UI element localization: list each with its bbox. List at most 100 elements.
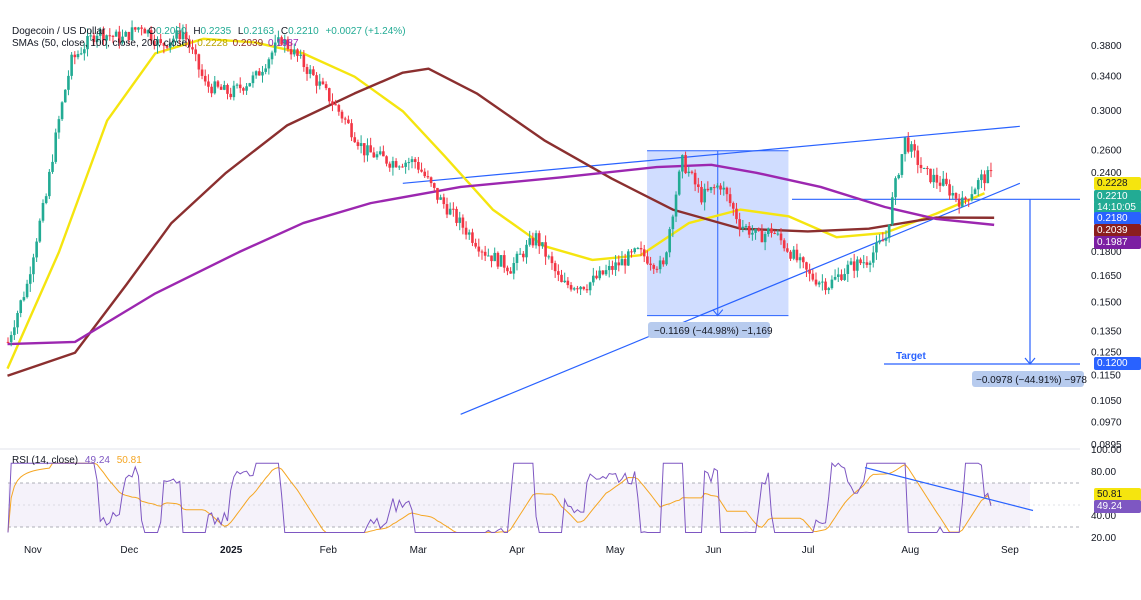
rsi-tick-label: 80.00 (1091, 467, 1116, 478)
candle-body (394, 161, 398, 168)
candle-body (569, 285, 573, 290)
candle-body (849, 261, 853, 265)
candle-body (302, 54, 306, 68)
candle-body (900, 154, 904, 175)
candle-body (563, 280, 566, 283)
candle-body (716, 185, 719, 188)
rsi-line (7, 462, 992, 534)
candle-body (630, 251, 633, 253)
candle-body (728, 194, 732, 204)
candle-body (76, 54, 80, 58)
candle-body (254, 71, 258, 76)
candle-body (560, 274, 563, 283)
candle-body (423, 171, 427, 177)
x-tick-label: Aug (901, 545, 919, 556)
candle-body (340, 111, 344, 119)
candle-body (420, 169, 423, 172)
y-tick-label: 0.0895 (1091, 440, 1122, 451)
candle-body (884, 237, 888, 241)
candle-body (334, 104, 337, 106)
candle-body (614, 262, 617, 270)
candle-body (216, 81, 220, 87)
candle-body (429, 177, 433, 184)
candle-body (967, 199, 970, 201)
candle-body (92, 35, 96, 42)
candle-body (458, 217, 462, 223)
measure-label-bg (648, 322, 770, 338)
candle-body (878, 240, 881, 243)
x-tick-label: Apr (509, 545, 525, 556)
symbol-legend: Dogecoin / US Dollar O0.2090 H0.2235 L0.… (12, 26, 406, 37)
candle-body (576, 288, 579, 290)
candle-body (945, 178, 948, 185)
candle-body (805, 262, 808, 270)
candle-body (337, 105, 341, 112)
candle-body (293, 49, 296, 55)
candle-body (95, 35, 99, 42)
measure-arrowhead (712, 309, 724, 317)
candle-body (496, 252, 500, 267)
candle-body (553, 263, 557, 272)
candle-body (598, 270, 601, 279)
candle-body (203, 75, 207, 82)
candle-body (359, 143, 363, 147)
candle-body (439, 197, 442, 200)
candle-body (401, 166, 404, 168)
candle-body (646, 256, 649, 264)
candle-body (868, 262, 872, 265)
x-tick-label: Dec (120, 545, 138, 556)
candle-body (836, 274, 840, 277)
candle-body (871, 252, 875, 263)
candle-body (258, 71, 261, 76)
candle-body (811, 273, 815, 280)
candle-body (19, 300, 23, 314)
candle-body (709, 187, 713, 191)
candle-body (286, 39, 290, 50)
candle-body (789, 251, 792, 259)
candle-body (366, 145, 369, 156)
candle-body (32, 257, 35, 275)
y-tick-label: 0.1050 (1091, 396, 1122, 407)
measure2-label: −0.0978 (−44.91%) −978 (976, 375, 1087, 386)
candle-body (976, 180, 980, 190)
candle-body (865, 262, 869, 265)
candle-body (665, 252, 668, 265)
candle-body (267, 59, 271, 69)
candle-body (735, 208, 738, 220)
candle-body (830, 279, 834, 289)
y-tick-label: 0.1800 (1091, 247, 1122, 258)
y-tick-label: 0.0970 (1091, 418, 1122, 429)
candle-body (658, 260, 662, 270)
candle-body (684, 155, 687, 174)
candle-body (738, 219, 741, 229)
candle-body (445, 204, 449, 215)
candle-body (280, 37, 283, 45)
candle-body (28, 274, 32, 284)
ohlc-close: 0.2210 (288, 26, 319, 37)
candle-body (327, 88, 331, 102)
ohlc-high: 0.2235 (200, 26, 232, 37)
candle-body (751, 232, 754, 235)
candle-body (242, 88, 245, 91)
rsi-pane[interactable] (7, 462, 1080, 534)
line-price-tag: 0.2180 (1094, 212, 1141, 225)
candle-body (417, 161, 420, 170)
candle-body (633, 248, 636, 253)
candle-body (537, 233, 541, 247)
candle-body (700, 186, 703, 203)
main-pane[interactable] (6, 20, 1080, 415)
candle-body (51, 161, 54, 172)
candle-body (506, 267, 509, 272)
candle-body (941, 178, 945, 186)
y-tick-label: 0.1150 (1091, 371, 1121, 382)
candle-body (114, 31, 118, 37)
candle-body (846, 264, 850, 274)
candle-body (639, 248, 643, 250)
candle-body (983, 174, 986, 184)
sma-legend: SMAs (50, close, 100, close, 200, close)… (12, 38, 299, 49)
candle-body (515, 253, 519, 264)
sma-line-sma-100 (7, 67, 995, 377)
candle-body (413, 159, 417, 162)
candle-body (487, 255, 490, 257)
